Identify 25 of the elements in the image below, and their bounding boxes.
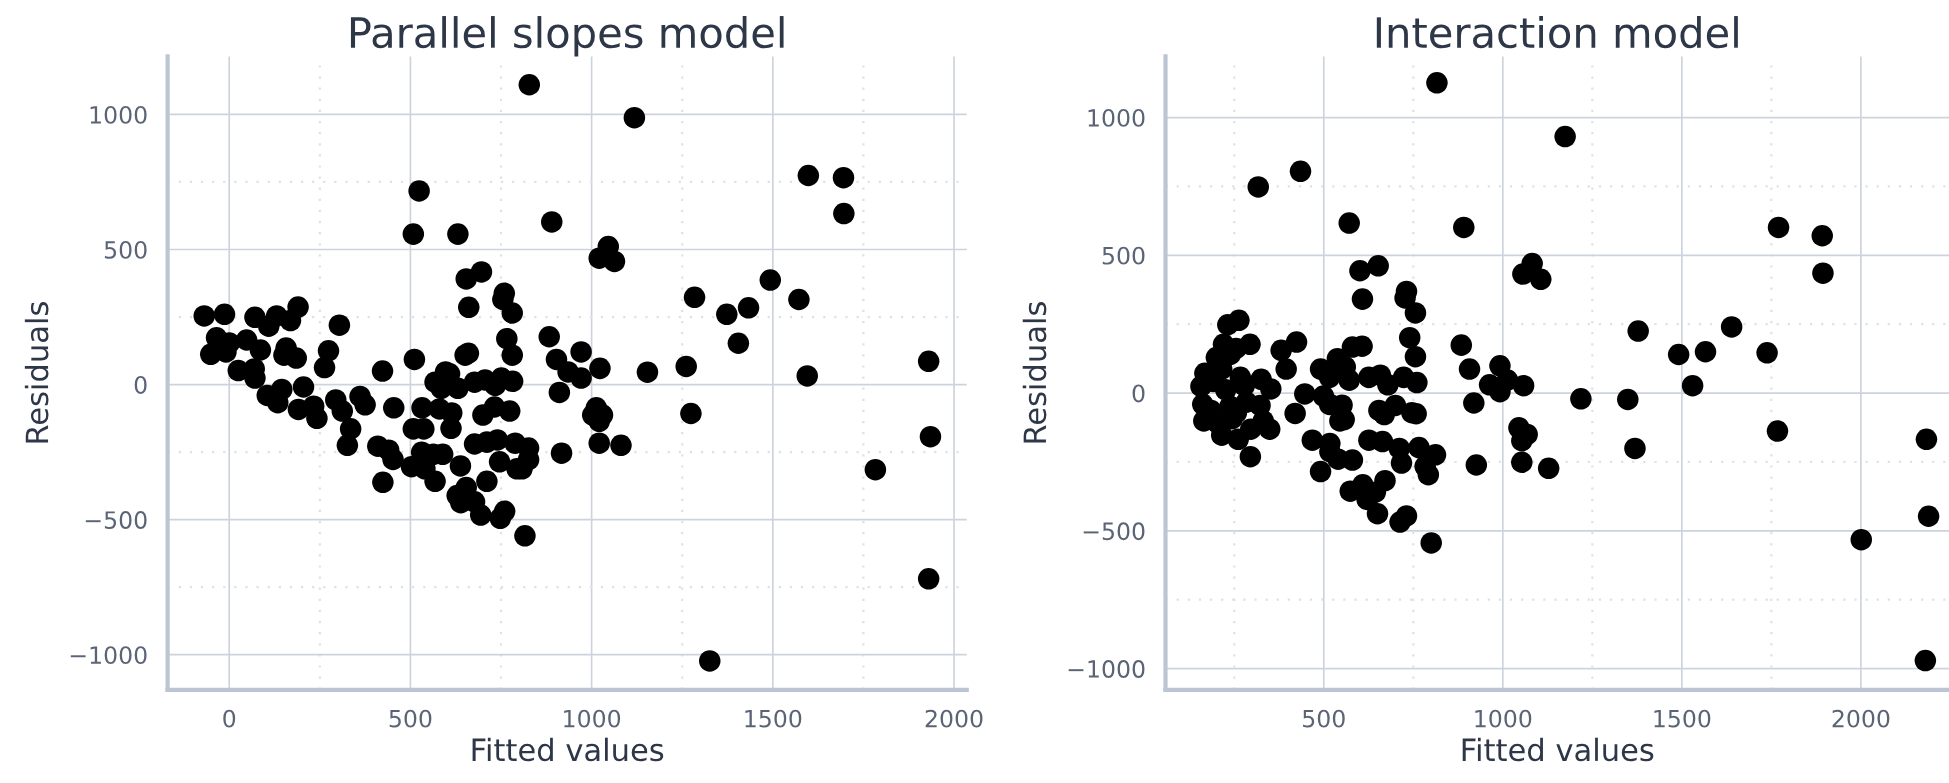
y-tick-label: 500 — [104, 240, 147, 259]
x-tick-label: 2000 — [1832, 709, 1890, 728]
y-tick-label: −1000 — [70, 646, 147, 665]
x-tick-label: 500 — [1303, 709, 1345, 728]
y-axis-title: Residuals — [1022, 302, 1047, 443]
y-tick-label: 0 — [134, 376, 147, 394]
y-tick-label: 1000 — [90, 105, 147, 124]
chart-title: Interaction model — [1376, 16, 1738, 49]
x-tick-label: 1500 — [1654, 709, 1711, 728]
y-tick-label: −1000 — [1068, 660, 1145, 678]
x-tick-label: 0 — [223, 709, 236, 728]
x-tick-label: 1000 — [564, 709, 621, 728]
x-tick-label: 2000 — [925, 709, 983, 728]
y-tick-label: −500 — [1083, 522, 1145, 541]
x-tick-label: 500 — [389, 709, 432, 728]
y-tick-label: 500 — [1102, 246, 1145, 265]
x-tick-label: 1500 — [745, 709, 802, 728]
y-axis-title: Residuals — [24, 302, 49, 443]
x-axis-title: Fitted values — [472, 737, 664, 762]
x-axis-title: Fitted values — [1462, 737, 1654, 762]
y-tick-label: 1000 — [1088, 108, 1145, 127]
x-tick-label: 1000 — [1475, 709, 1532, 728]
chart-title: Parallel slopes model — [350, 16, 784, 57]
y-tick-label: 0 — [1132, 384, 1145, 403]
y-tick-label: −500 — [85, 511, 147, 529]
